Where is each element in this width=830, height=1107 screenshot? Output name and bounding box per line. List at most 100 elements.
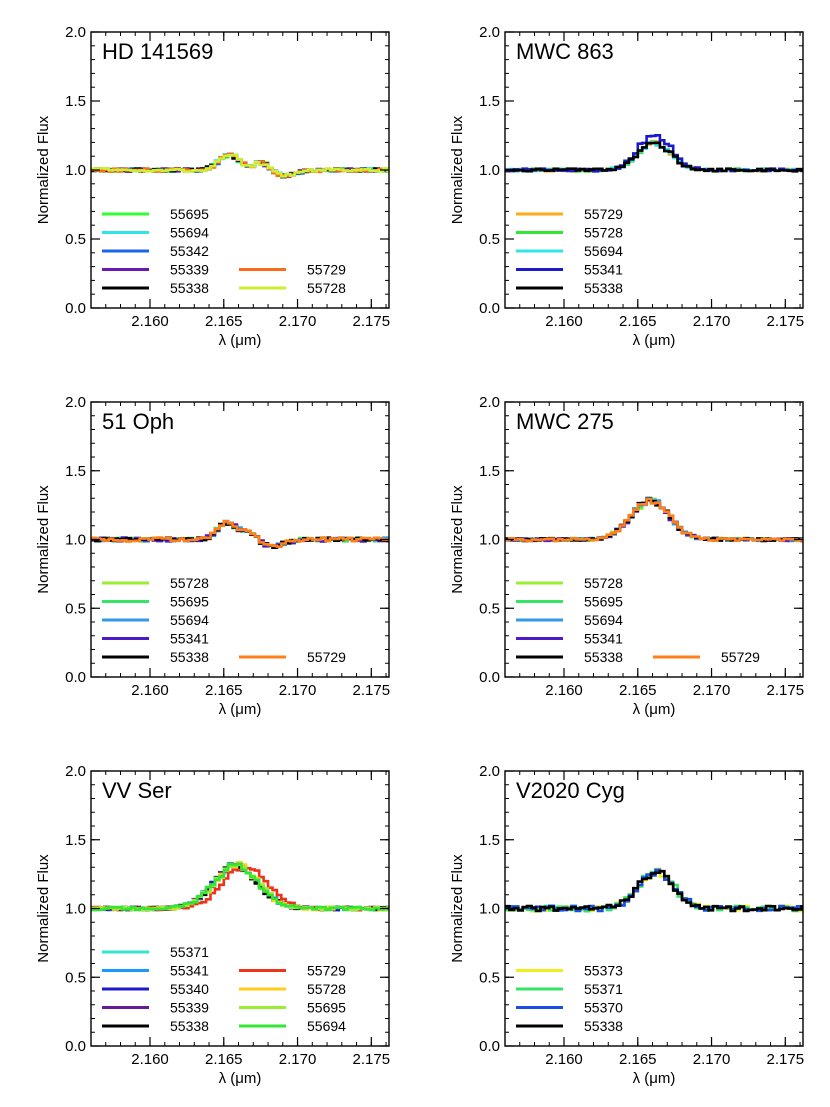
y-tick-label: 0.5 bbox=[65, 969, 86, 986]
x-tick-label: 2.175 bbox=[767, 313, 805, 330]
series-line-55729 bbox=[91, 866, 389, 912]
legend-label-55729: 55729 bbox=[307, 262, 346, 278]
x-tick-label: 2.165 bbox=[619, 682, 657, 699]
series-line-55341 bbox=[91, 520, 389, 548]
series-group bbox=[91, 519, 389, 549]
x-tick-label: 2.165 bbox=[205, 313, 243, 330]
y-axis-label: Normalized Flux bbox=[449, 854, 466, 963]
x-tick-label: 2.160 bbox=[545, 313, 583, 330]
y-axis-label: Normalized Flux bbox=[35, 854, 52, 963]
legend-label-55340: 55340 bbox=[170, 981, 209, 997]
x-tick-label: 2.170 bbox=[693, 1051, 731, 1068]
series-group bbox=[505, 867, 803, 913]
x-axis-label: λ (μm) bbox=[219, 332, 262, 349]
legend-label-55339: 55339 bbox=[170, 262, 209, 278]
series-line-55728 bbox=[91, 153, 389, 178]
legend-label-55341: 55341 bbox=[584, 631, 623, 647]
legend: 55371 55341 55340 55339 55338 55729 55728 55695… bbox=[102, 944, 346, 1034]
y-tick-label: 0.5 bbox=[479, 231, 500, 248]
legend-label-55338: 55338 bbox=[170, 280, 209, 296]
y-tick-label: 1.0 bbox=[479, 901, 500, 918]
y-tick-label: 1.5 bbox=[479, 463, 500, 480]
legend-label-55694: 55694 bbox=[584, 612, 623, 628]
legend-label-55370: 55370 bbox=[584, 1000, 623, 1016]
series-group bbox=[505, 496, 803, 543]
legend: 55695 55694 55342 55339 55338 55729 55728 bbox=[102, 206, 346, 296]
legend-label-55341: 55341 bbox=[170, 963, 209, 979]
y-tick-label: 1.5 bbox=[65, 463, 86, 480]
y-axis-label: Normalized Flux bbox=[35, 485, 52, 594]
y-axis-label: Normalized Flux bbox=[449, 485, 466, 594]
panel-title: MWC 863 bbox=[516, 39, 614, 64]
x-tick-label: 2.165 bbox=[205, 1051, 243, 1068]
y-tick-label: 1.0 bbox=[65, 532, 86, 549]
x-axis-label: λ (μm) bbox=[219, 701, 262, 718]
legend-label-55694: 55694 bbox=[584, 243, 623, 259]
x-tick-label: 2.165 bbox=[619, 1051, 657, 1068]
panel-1: 0.0 0.5 1.0 1.5 2.0 2.160 2.165 2.170 2.175 λ (μm… bbox=[35, 24, 390, 349]
legend-label-55694: 55694 bbox=[170, 612, 209, 628]
legend-label-55694: 55694 bbox=[307, 1018, 346, 1034]
y-tick-label: 2.0 bbox=[65, 763, 86, 780]
legend: 55373 55371 55370 55338 bbox=[516, 963, 623, 1034]
legend-label-55339: 55339 bbox=[170, 1000, 209, 1016]
x-axis-label: λ (μm) bbox=[633, 701, 676, 718]
series-line-55694 bbox=[91, 862, 389, 912]
series-line-55338 bbox=[91, 522, 389, 549]
legend-label-55338: 55338 bbox=[170, 1018, 209, 1034]
legend-label-55694: 55694 bbox=[170, 225, 209, 241]
panel-title: MWC 275 bbox=[516, 409, 614, 434]
x-axis-label: λ (μm) bbox=[633, 1070, 676, 1087]
legend-label-55371: 55371 bbox=[170, 944, 209, 960]
legend-label-55695: 55695 bbox=[584, 594, 623, 610]
series-line-55694 bbox=[91, 519, 389, 549]
legend-label-55728: 55728 bbox=[307, 280, 346, 296]
x-tick-label: 2.170 bbox=[693, 682, 731, 699]
x-tick-label: 2.175 bbox=[767, 682, 805, 699]
panel-6: 0.0 0.5 1.0 1.5 2.0 2.160 2.165 2.170 2.175 λ (μm… bbox=[449, 763, 805, 1087]
legend-label-55729: 55729 bbox=[721, 649, 760, 665]
legend-label-55338: 55338 bbox=[584, 649, 623, 665]
x-tick-label: 2.160 bbox=[545, 682, 583, 699]
x-tick-label: 2.170 bbox=[693, 313, 731, 330]
y-tick-label: 0.0 bbox=[479, 300, 500, 317]
y-tick-label: 1.0 bbox=[65, 162, 86, 179]
panel-4: 0.0 0.5 1.0 1.5 2.0 2.160 2.165 2.170 2.175 λ (μm… bbox=[449, 394, 805, 718]
legend-label-55728: 55728 bbox=[584, 575, 623, 591]
series-line-55339 bbox=[91, 863, 389, 912]
panel-title: V2020 Cyg bbox=[516, 778, 625, 803]
x-tick-label: 2.165 bbox=[205, 682, 243, 699]
y-tick-label: 1.5 bbox=[65, 93, 86, 110]
legend-label-55729: 55729 bbox=[584, 206, 623, 222]
y-tick-label: 1.0 bbox=[479, 162, 500, 179]
series-group bbox=[91, 861, 389, 912]
panel-title: VV Ser bbox=[102, 778, 172, 803]
legend-label-55341: 55341 bbox=[584, 262, 623, 278]
legend-label-55728: 55728 bbox=[170, 575, 209, 591]
legend: 55728 55695 55694 55341 55338 55729 bbox=[516, 575, 760, 665]
x-tick-label: 2.170 bbox=[279, 313, 317, 330]
legend-label-55342: 55342 bbox=[170, 243, 209, 259]
x-tick-label: 2.175 bbox=[353, 1051, 391, 1068]
y-tick-label: 1.0 bbox=[479, 532, 500, 549]
x-axis-label: λ (μm) bbox=[633, 332, 676, 349]
y-tick-label: 1.5 bbox=[479, 93, 500, 110]
legend-label-55695: 55695 bbox=[170, 206, 209, 222]
legend-label-55341: 55341 bbox=[170, 631, 209, 647]
legend: 55728 55695 55694 55341 55338 55729 bbox=[102, 575, 346, 665]
x-tick-label: 2.175 bbox=[353, 682, 391, 699]
panel-2: 0.0 0.5 1.0 1.5 2.0 2.160 2.165 2.170 2.175 λ (μm… bbox=[449, 24, 805, 349]
series-line-55694 bbox=[505, 140, 803, 173]
y-tick-label: 0.0 bbox=[65, 669, 86, 686]
x-tick-label: 2.175 bbox=[767, 1051, 805, 1068]
legend-label-55338: 55338 bbox=[170, 649, 209, 665]
legend-label-55373: 55373 bbox=[584, 963, 623, 979]
series-line-55338 bbox=[505, 498, 803, 543]
y-tick-label: 2.0 bbox=[479, 394, 500, 411]
series-line-55370 bbox=[505, 868, 803, 913]
legend-label-55338: 55338 bbox=[584, 1018, 623, 1034]
x-tick-label: 2.170 bbox=[279, 682, 317, 699]
series-line-55728 bbox=[91, 522, 389, 549]
y-tick-label: 2.0 bbox=[65, 24, 86, 41]
legend-label-55695: 55695 bbox=[170, 594, 209, 610]
